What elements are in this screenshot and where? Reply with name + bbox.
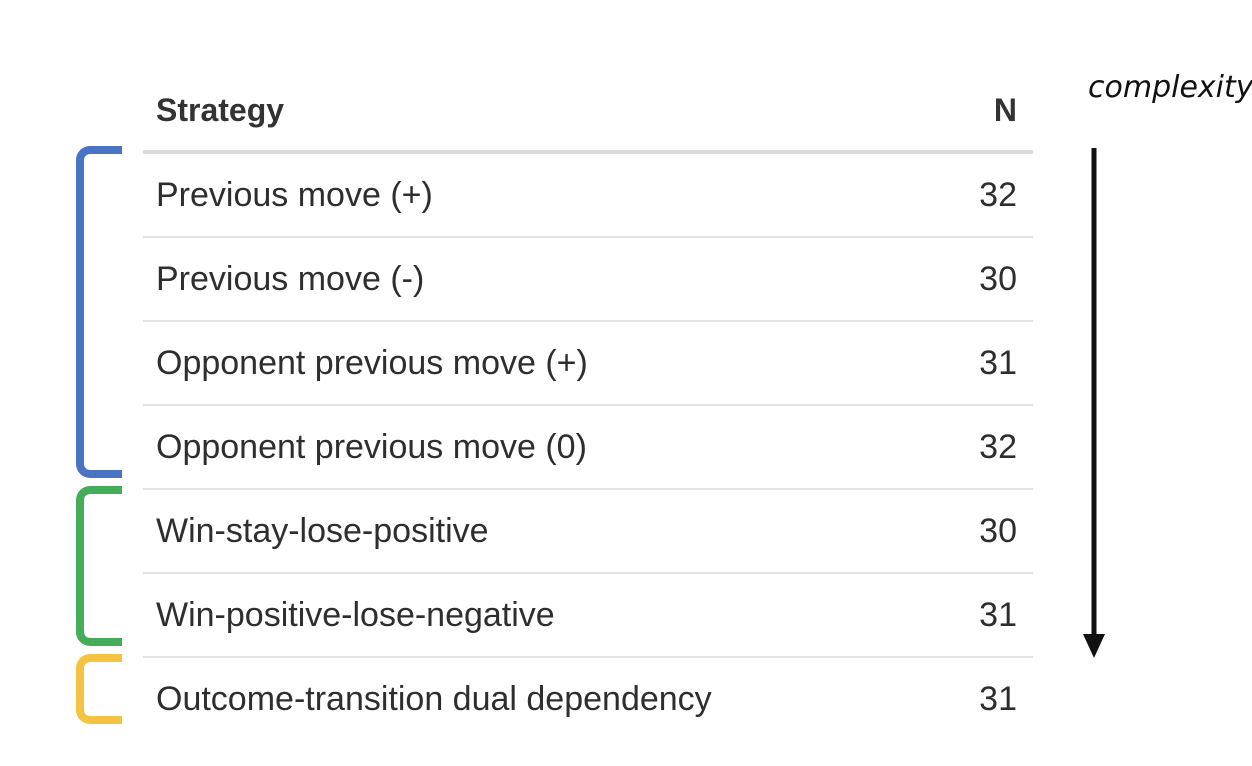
complexity-label: complexity: [1088, 70, 1252, 105]
table-row: Win-positive-lose-negative 31: [143, 574, 1033, 658]
strategy-n: 31: [979, 680, 1017, 718]
table-row: Win-stay-lose-positive 30: [143, 490, 1033, 574]
bracket-green: [76, 486, 122, 646]
bracket-yellow: [76, 654, 122, 724]
table-row: Opponent previous move (0) 32: [143, 406, 1033, 490]
strategy-n: 30: [979, 512, 1017, 550]
strategy-name: Win-stay-lose-positive: [156, 512, 489, 550]
down-arrow-icon: [1083, 148, 1105, 658]
table-row: Previous move (+) 32: [143, 154, 1033, 238]
strategy-name: Previous move (-): [156, 260, 425, 298]
strategy-table: Strategy N Previous move (+) 32 Previous…: [143, 80, 1033, 740]
table-row: Outcome-transition dual dependency 31: [143, 658, 1033, 740]
table-row: Opponent previous move (+) 31: [143, 322, 1033, 406]
strategy-n: 30: [979, 260, 1017, 298]
strategy-name: Previous move (+): [156, 176, 433, 214]
strategy-name: Outcome-transition dual dependency: [156, 680, 712, 718]
table-header: Strategy N: [143, 80, 1033, 154]
table-row: Previous move (-) 30: [143, 238, 1033, 322]
header-strategy: Strategy: [156, 92, 285, 128]
bracket-blue: [76, 146, 122, 478]
strategy-n: 32: [979, 428, 1017, 466]
strategy-n: 31: [979, 344, 1017, 382]
strategy-name: Opponent previous move (+): [156, 344, 588, 382]
strategy-n: 32: [979, 176, 1017, 214]
header-n: N: [993, 92, 1017, 128]
strategy-name: Win-positive-lose-negative: [156, 596, 555, 634]
strategy-n: 31: [979, 596, 1017, 634]
strategy-name: Opponent previous move (0): [156, 428, 587, 466]
